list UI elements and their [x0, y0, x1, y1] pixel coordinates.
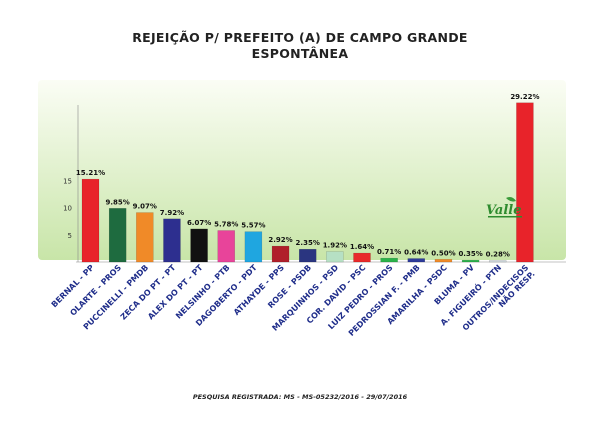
category-label: ATHAYDE - PPS — [232, 263, 286, 317]
bar — [407, 258, 425, 263]
plot-area — [38, 80, 566, 260]
data-label: 9.85% — [106, 198, 130, 206]
chart-title: REJEIÇÃO P/ PREFEITO (A) DE CAMPO GRANDE — [132, 30, 468, 45]
bar — [516, 102, 534, 263]
bar — [244, 231, 263, 263]
chart-subtitle: ESPONTÂNEA — [251, 46, 349, 61]
data-label: 1.64% — [350, 243, 374, 251]
bar — [434, 259, 453, 263]
data-label: 2.35% — [296, 239, 320, 247]
data-label: 1.92% — [323, 242, 347, 250]
data-label: 5.57% — [241, 222, 265, 230]
y-tick-label: 15 — [63, 177, 72, 185]
y-tick-label: 5 — [68, 232, 72, 240]
data-label: 2.92% — [268, 236, 292, 244]
bar — [353, 252, 371, 263]
bar — [136, 212, 154, 263]
valle-logo-icon: Valle — [484, 196, 528, 220]
bar — [81, 178, 100, 263]
bar — [461, 259, 480, 263]
bar — [271, 245, 290, 263]
data-label: 0.71% — [377, 248, 401, 256]
bar — [108, 208, 127, 263]
bar — [163, 218, 181, 263]
footer-note: PESQUISA REGISTRADA: MS - MS-05232/2016 … — [192, 393, 408, 401]
data-label: 15.21% — [76, 169, 105, 177]
data-label: 0.50% — [431, 249, 455, 257]
data-label: 0.64% — [404, 249, 428, 257]
bar — [326, 251, 344, 263]
y-tick-label: 10 — [63, 205, 72, 213]
bar — [299, 248, 317, 263]
data-label: 6.07% — [187, 219, 211, 227]
bar — [489, 260, 507, 263]
bar — [380, 257, 398, 263]
category-label: OUTROS/INDECISOSNÃO RESP. — [461, 263, 537, 339]
data-label: 0.35% — [458, 250, 482, 258]
bar — [190, 228, 208, 263]
bar — [217, 230, 235, 263]
category-label: OLARTE - PROS — [68, 263, 123, 318]
data-label: 7.92% — [160, 209, 184, 217]
data-label: 29.22% — [510, 93, 539, 101]
data-label: 5.78% — [214, 220, 238, 228]
data-label: 9.07% — [133, 203, 157, 211]
data-label: 0.28% — [486, 250, 510, 258]
svg-text:Valle: Valle — [486, 203, 521, 218]
